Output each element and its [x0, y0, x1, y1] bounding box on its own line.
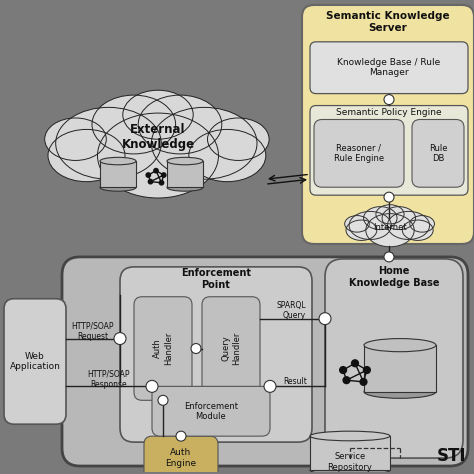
Circle shape — [176, 431, 186, 441]
FancyBboxPatch shape — [144, 436, 218, 474]
Circle shape — [384, 252, 394, 262]
Ellipse shape — [189, 129, 266, 182]
Circle shape — [340, 367, 346, 374]
FancyBboxPatch shape — [120, 267, 312, 442]
Circle shape — [148, 180, 153, 184]
Circle shape — [114, 333, 126, 345]
Ellipse shape — [387, 211, 429, 239]
Ellipse shape — [167, 184, 203, 191]
Ellipse shape — [56, 108, 161, 179]
Bar — [167, 161, 203, 187]
Ellipse shape — [310, 431, 390, 441]
Bar — [100, 161, 136, 187]
FancyBboxPatch shape — [202, 297, 260, 401]
Text: STI: STI — [437, 447, 467, 465]
Text: Result: Result — [283, 377, 307, 386]
Circle shape — [319, 313, 331, 325]
Ellipse shape — [410, 216, 435, 232]
Circle shape — [352, 360, 358, 367]
Ellipse shape — [364, 338, 436, 352]
Text: Internet: Internet — [373, 222, 407, 231]
Circle shape — [264, 381, 276, 392]
Circle shape — [146, 381, 158, 392]
Text: Knowledge Base / Rule
Manager: Knowledge Base / Rule Manager — [337, 58, 441, 77]
Ellipse shape — [138, 95, 222, 154]
Text: Enforcement
Point: Enforcement Point — [181, 268, 251, 290]
Bar — [353, 227, 428, 237]
Circle shape — [384, 192, 394, 202]
FancyBboxPatch shape — [412, 119, 464, 187]
Circle shape — [364, 367, 370, 374]
Circle shape — [384, 95, 394, 105]
Ellipse shape — [100, 157, 136, 165]
Text: Semantic Policy Engine: Semantic Policy Engine — [336, 108, 442, 117]
Ellipse shape — [345, 216, 369, 232]
Ellipse shape — [364, 385, 436, 398]
Ellipse shape — [48, 129, 125, 182]
FancyBboxPatch shape — [310, 106, 468, 195]
Text: Service
Repository: Service Repository — [328, 452, 373, 472]
FancyBboxPatch shape — [314, 119, 404, 187]
Text: Auth
Engine: Auth Engine — [165, 448, 197, 468]
Ellipse shape — [349, 211, 392, 239]
Circle shape — [360, 379, 367, 385]
Ellipse shape — [45, 118, 106, 160]
Ellipse shape — [382, 207, 416, 229]
Text: HTTP/SOAP
Request: HTTP/SOAP Request — [72, 322, 114, 341]
Text: External
Knowledge: External Knowledge — [121, 123, 194, 151]
Ellipse shape — [100, 184, 136, 191]
Ellipse shape — [92, 95, 175, 154]
Circle shape — [146, 173, 151, 177]
Ellipse shape — [364, 207, 397, 229]
Ellipse shape — [98, 113, 219, 198]
Circle shape — [162, 173, 166, 177]
Text: Reasoner /
Rule Engine: Reasoner / Rule Engine — [334, 144, 384, 163]
FancyBboxPatch shape — [325, 259, 463, 458]
Text: HTTP/SOAP
Response: HTTP/SOAP Response — [88, 370, 130, 389]
Ellipse shape — [366, 214, 414, 247]
Ellipse shape — [310, 465, 390, 474]
Circle shape — [154, 168, 158, 173]
Ellipse shape — [208, 118, 269, 160]
Text: Enforcement
Module: Enforcement Module — [184, 401, 238, 421]
Ellipse shape — [376, 205, 404, 224]
Circle shape — [159, 181, 164, 185]
Circle shape — [191, 344, 201, 354]
Text: Query
Handler: Query Handler — [221, 332, 241, 365]
Ellipse shape — [123, 90, 193, 139]
Text: Web
Application: Web Application — [9, 352, 61, 371]
Text: Rule
DB: Rule DB — [429, 144, 447, 163]
FancyBboxPatch shape — [4, 299, 66, 424]
Text: Auth
Handler: Auth Handler — [153, 332, 173, 365]
Text: Semantic Knowledge
Server: Semantic Knowledge Server — [326, 11, 450, 33]
Circle shape — [158, 395, 168, 405]
Circle shape — [343, 377, 350, 383]
Ellipse shape — [151, 108, 257, 179]
Text: Home
Knowledge Base: Home Knowledge Base — [349, 266, 439, 288]
FancyBboxPatch shape — [134, 297, 192, 401]
Ellipse shape — [402, 220, 433, 240]
Bar — [64, 147, 252, 173]
FancyBboxPatch shape — [302, 5, 474, 244]
Bar — [364, 345, 436, 392]
Ellipse shape — [167, 157, 203, 165]
FancyBboxPatch shape — [152, 386, 270, 436]
FancyBboxPatch shape — [62, 257, 468, 466]
Ellipse shape — [346, 220, 377, 240]
FancyBboxPatch shape — [310, 42, 468, 93]
Bar — [310, 436, 390, 470]
Text: SPARQL
Query: SPARQL Query — [276, 301, 306, 320]
